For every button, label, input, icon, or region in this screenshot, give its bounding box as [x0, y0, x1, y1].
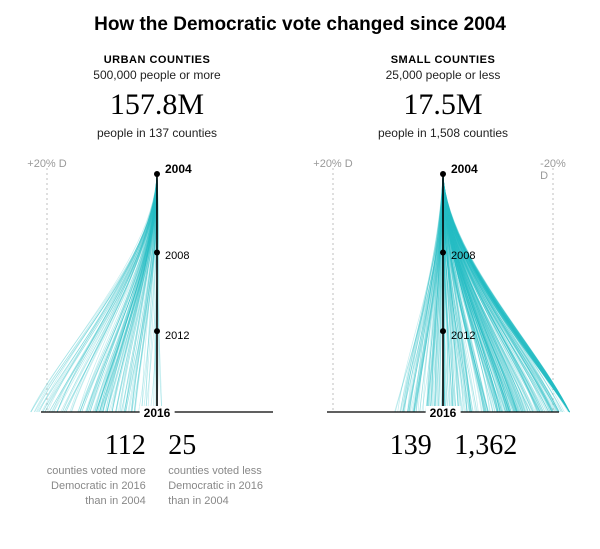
bottom-right: 25 counties voted less Democratic in 201…: [162, 430, 287, 509]
chart-urban: +20% D 2004 2008 2012 2016: [27, 154, 287, 424]
bottom-left: 112 counties voted more Democratic in 20…: [27, 430, 152, 509]
bottom-left-n: 139: [313, 430, 432, 462]
panel-label: URBAN COUNTIES: [104, 54, 211, 66]
bottom-left-cap: counties voted more Democratic in 2016 t…: [27, 464, 146, 509]
panel-threshold: 500,000 people or more: [93, 68, 220, 82]
year-2016: 2016: [140, 406, 175, 420]
year-2004: 2004: [165, 162, 192, 176]
ref-right-label: -20% D: [540, 158, 566, 182]
panel-small: SMALL COUNTIES 25,000 people or less 17.…: [308, 36, 578, 509]
panel-threshold: 25,000 people or less: [386, 68, 501, 82]
year-2008: 2008: [451, 250, 475, 262]
ref-left-label: +20% D: [313, 158, 352, 170]
panel-label: SMALL COUNTIES: [391, 54, 496, 66]
panel-population: 17.5M: [403, 88, 482, 122]
year-2008: 2008: [165, 250, 189, 262]
bottom-right-n: 1,362: [454, 430, 573, 462]
year-2012: 2012: [451, 330, 475, 342]
chart-small: +20% D -20% D 2004 2008 2012 2016: [313, 154, 573, 424]
bottom-right-cap: counties voted less Democratic in 2016 t…: [168, 464, 287, 509]
panel-county-count: people in 1,508 counties: [378, 126, 508, 140]
year-2004: 2004: [451, 162, 478, 176]
panel-urban: URBAN COUNTIES 500,000 people or more 15…: [22, 36, 292, 509]
page-title: How the Democratic vote changed since 20…: [0, 0, 600, 36]
bottom-row: 139 1,362: [313, 430, 573, 464]
bottom-right: 1,362: [448, 430, 573, 464]
year-2016: 2016: [426, 406, 461, 420]
panel-county-count: people in 137 counties: [97, 126, 217, 140]
panel-population: 157.8M: [110, 88, 204, 122]
bottom-left: 139: [313, 430, 438, 464]
bottom-left-n: 112: [27, 430, 146, 462]
bottom-row: 112 counties voted more Democratic in 20…: [27, 430, 287, 509]
bottom-right-n: 25: [168, 430, 287, 462]
year-2012: 2012: [165, 330, 189, 342]
panels-container: URBAN COUNTIES 500,000 people or more 15…: [0, 36, 600, 509]
ref-left-label: +20% D: [27, 158, 66, 170]
